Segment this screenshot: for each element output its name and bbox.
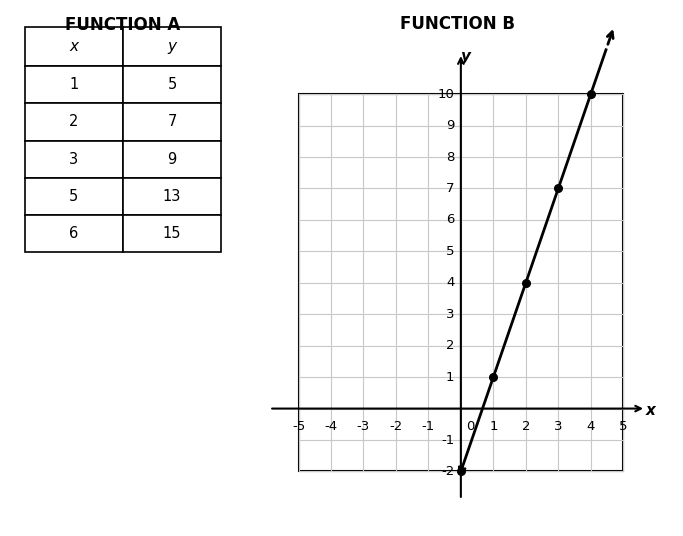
Text: -1: -1 [441, 434, 454, 446]
Text: 4: 4 [446, 276, 454, 289]
Text: 10: 10 [438, 87, 454, 101]
Text: -3: -3 [357, 420, 370, 433]
Text: -1: -1 [422, 420, 435, 433]
Text: 5: 5 [619, 420, 628, 433]
Text: 3: 3 [446, 308, 454, 321]
Text: 2: 2 [522, 420, 530, 433]
Text: FUNCTION B: FUNCTION B [400, 15, 515, 33]
Text: 3: 3 [554, 420, 563, 433]
Text: -2: -2 [441, 465, 454, 478]
Text: -2: -2 [389, 420, 402, 433]
Text: FUNCTION A: FUNCTION A [66, 16, 180, 34]
Text: 8: 8 [446, 151, 454, 163]
Text: x: x [646, 403, 656, 418]
Text: -4: -4 [324, 420, 337, 433]
Text: 1: 1 [489, 420, 498, 433]
Text: 9: 9 [446, 119, 454, 132]
Text: 0: 0 [466, 420, 474, 433]
Text: 6: 6 [446, 213, 454, 226]
Bar [298, 94, 623, 472]
Text: -5: -5 [292, 420, 305, 433]
Text: 4: 4 [587, 420, 595, 433]
Text: 7: 7 [446, 182, 454, 195]
Text: 1: 1 [446, 370, 454, 384]
Text: 2: 2 [446, 339, 454, 352]
Text: y: y [461, 49, 471, 64]
Text: 5: 5 [446, 245, 454, 258]
